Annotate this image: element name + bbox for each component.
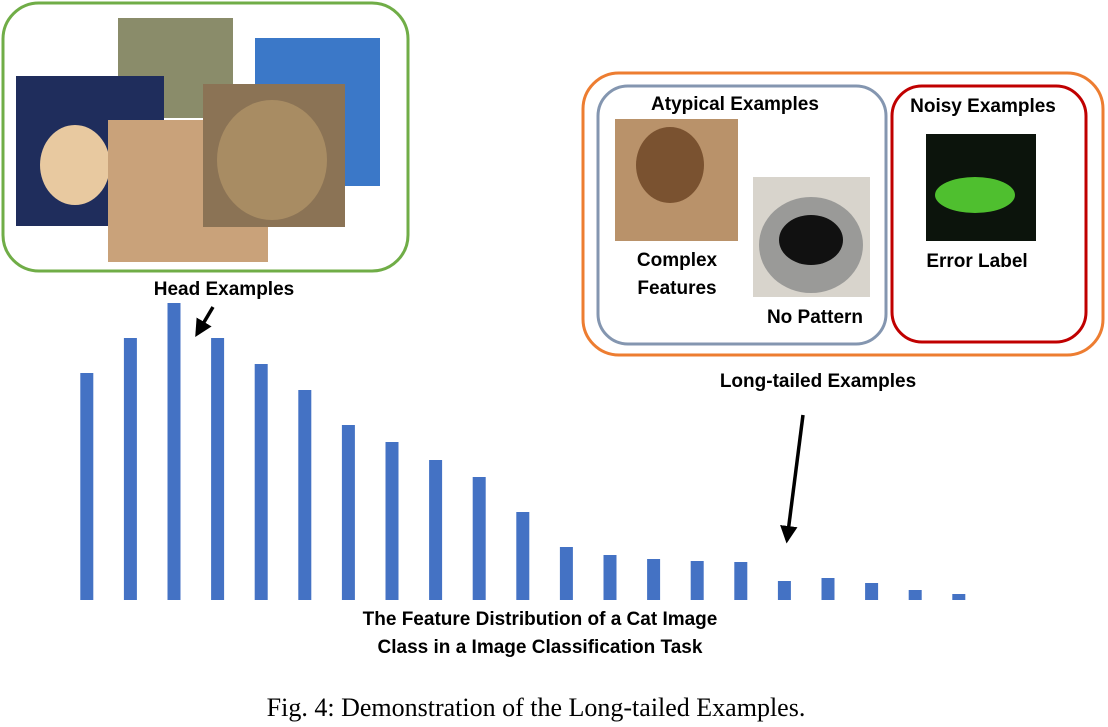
bar: [952, 594, 966, 600]
bar: [559, 547, 573, 600]
cat-image: [40, 125, 110, 205]
bar: [690, 561, 704, 600]
annotation: Head Examples: [154, 279, 294, 300]
bar: [167, 303, 181, 600]
panel-title: Noisy Examples: [910, 96, 1056, 117]
bar: [603, 555, 617, 600]
bar: [777, 581, 791, 600]
bar: [429, 460, 443, 600]
image-label: No Pattern: [767, 307, 863, 328]
atypical-box: [596, 84, 888, 346]
bar: [385, 442, 399, 600]
bar: [211, 338, 225, 600]
head-box: [1, 1, 410, 273]
annotation: Long-tailed Examples: [720, 371, 916, 392]
cat-image: [217, 100, 327, 220]
arrow: [195, 306, 215, 338]
long-tail-box: [581, 71, 1105, 357]
bar: [298, 390, 312, 600]
panel-title: Atypical Examples: [651, 94, 819, 115]
bar: [908, 590, 922, 600]
image-label: Error Label: [926, 251, 1027, 272]
bar: [80, 373, 94, 600]
caption: Fig. 4: Demonstration of the Long-tailed…: [267, 693, 806, 722]
bar: [472, 477, 486, 600]
bar: [865, 583, 879, 600]
bar: [123, 338, 137, 600]
bar: [341, 425, 355, 600]
cat-bed-image: [779, 215, 843, 265]
bar: [734, 562, 748, 600]
arrow: [780, 414, 805, 544]
image-label: Complex: [637, 250, 718, 271]
noisy-box: [890, 84, 1088, 344]
bar: [821, 578, 835, 600]
x-axis-label: Class in a Image Classification Task: [378, 637, 703, 658]
bar: [647, 559, 661, 600]
lion-cat-image: [636, 127, 704, 203]
bar: [254, 364, 268, 600]
image-label: Features: [637, 278, 716, 299]
frog-image: [935, 177, 1015, 213]
bar: [516, 512, 530, 600]
x-axis-label: The Feature Distribution of a Cat Image: [363, 609, 718, 630]
